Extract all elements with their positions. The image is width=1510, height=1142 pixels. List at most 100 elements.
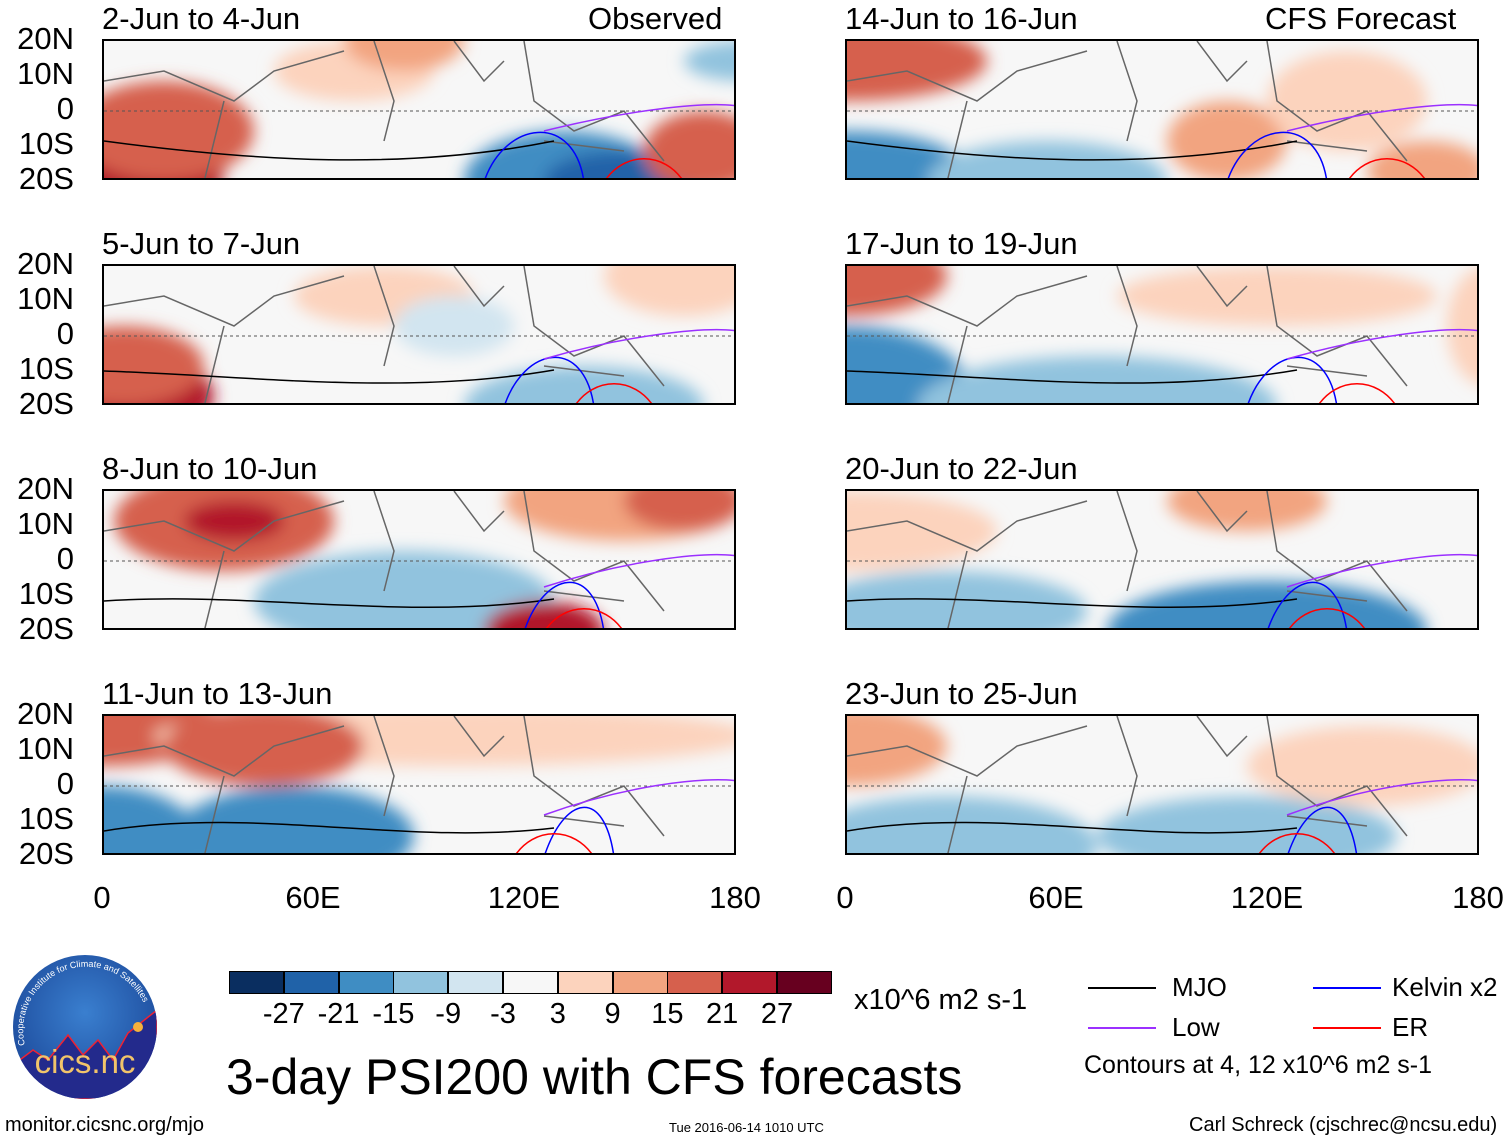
- anomaly-area: [164, 716, 364, 786]
- psi200-field: [104, 491, 734, 628]
- legend-er: ER: [1392, 1012, 1429, 1042]
- anomaly-area: [104, 326, 204, 403]
- kelvin-contour: [1227, 131, 1327, 178]
- low-contour: [543, 554, 734, 588]
- colorbar-tick-label: -21: [317, 998, 360, 1030]
- mjo-contour: [847, 821, 1298, 834]
- colorbar-tick-label: -3: [490, 998, 516, 1030]
- mjo-contour: [104, 369, 555, 384]
- mjo-contour: [847, 140, 1298, 161]
- logo-text: cics.nc: [34, 1043, 136, 1080]
- lat-tick-label: 20N: [17, 471, 74, 506]
- psi200-field: [104, 716, 734, 853]
- anomaly-area: [1247, 726, 1477, 806]
- colorbar-tick-label: 21: [706, 998, 739, 1030]
- legend-er-line: [1313, 1027, 1381, 1029]
- lat-tick-label: 0: [56, 766, 74, 801]
- anomaly-area: [847, 716, 947, 786]
- anomaly-area: [1097, 796, 1397, 853]
- lat-tick-label: 20S: [18, 836, 74, 871]
- panel-date-range: 11-Jun to 13-Jun: [102, 676, 333, 711]
- legend-low: Low: [1172, 1012, 1220, 1042]
- low-contour: [543, 329, 734, 360]
- anomaly-area: [847, 266, 947, 316]
- anomaly-area: [927, 141, 1167, 178]
- anomaly-area: [1367, 141, 1477, 178]
- lat-tick-label: 10N: [17, 281, 74, 316]
- forecast-header: CFS Forecast: [1265, 1, 1457, 36]
- anomaly-area: [484, 601, 604, 628]
- anomaly-area: [624, 491, 734, 531]
- colorbar-tick-label: 27: [760, 998, 794, 1030]
- lon-tick-label: 60E: [1028, 880, 1084, 915]
- er-contour: [1289, 608, 1365, 628]
- anomaly-area: [464, 366, 704, 403]
- anomaly-area: [104, 81, 254, 178]
- low-contour: [1286, 329, 1477, 360]
- footer-url[interactable]: monitor.cicsnc.org/mjo: [5, 1114, 204, 1136]
- lon-tick-label: 120E: [1230, 880, 1304, 915]
- lat-tick-label: 10S: [18, 801, 74, 836]
- colorbar-tick-label: 9: [604, 998, 621, 1030]
- mjo-contour: [104, 821, 555, 834]
- legend-kelvin-line: [1313, 987, 1381, 989]
- lat-tick-label: 10S: [18, 126, 74, 161]
- anomaly-area: [604, 266, 734, 316]
- panel-date-range: 20-Jun to 22-Jun: [845, 451, 1078, 486]
- panel-date-range: 17-Jun to 19-Jun: [845, 226, 1078, 261]
- anomaly-area: [1167, 491, 1327, 531]
- anomaly-area: [254, 551, 554, 628]
- lat-tick-label: 10N: [17, 506, 74, 541]
- anomaly-area: [644, 111, 734, 178]
- anomaly-area: [917, 356, 1277, 403]
- colorbar-swatch: [283, 971, 339, 994]
- anomaly-area: [684, 41, 734, 81]
- observed-header: Observed: [588, 1, 723, 36]
- map-panel: [845, 264, 1479, 405]
- low-contour: [1286, 779, 1477, 816]
- map-panel: [845, 489, 1479, 630]
- coastline: [104, 41, 665, 178]
- lat-tick-label: 20S: [18, 161, 74, 196]
- lon-tick-label: 60E: [285, 880, 341, 915]
- panel-date-range: 23-Jun to 25-Jun: [845, 676, 1078, 711]
- coastline: [847, 266, 1408, 403]
- footer-timestamp: Tue 2016-06-14 1010 UTC: [669, 1120, 824, 1135]
- anomaly-area: [1167, 101, 1287, 178]
- colorbar-tick-label: 3: [549, 998, 566, 1030]
- mjo-contour: [104, 140, 555, 161]
- lat-tick-label: 0: [56, 541, 74, 576]
- lat-tick-label: 20S: [18, 386, 74, 421]
- map-panel: [102, 714, 736, 855]
- anomaly-area: [184, 501, 284, 541]
- kelvin-contour: [1267, 581, 1347, 628]
- cics-logo: Cooperative Institute for Climate and Sa…: [13, 955, 157, 1099]
- lat-tick-label: 10S: [18, 576, 74, 611]
- colorbar-swatch: [448, 971, 504, 994]
- psi200-field: [104, 266, 734, 403]
- map-panel: [845, 714, 1479, 855]
- anomaly-area: [344, 41, 464, 71]
- kelvin-contour: [1287, 806, 1358, 853]
- er-contour: [606, 158, 682, 178]
- lat-tick-label: 20N: [17, 21, 74, 56]
- panel-date-range: 8-Jun to 10-Jun: [102, 451, 318, 486]
- anomaly-area: [1117, 266, 1437, 326]
- er-contour: [546, 608, 622, 628]
- low-contour: [1286, 554, 1477, 588]
- kelvin-contour: [544, 806, 615, 853]
- map-panel: [102, 264, 736, 405]
- colorbar-swatch: [777, 971, 832, 994]
- psi200-field: [847, 41, 1477, 178]
- lat-tick-label: 0: [56, 91, 74, 126]
- colorbar-swatch: [503, 971, 558, 994]
- coastline: [104, 491, 665, 628]
- er-contour: [1349, 158, 1425, 178]
- legend-low-line: [1088, 1027, 1156, 1029]
- mjo-contour: [847, 598, 1298, 609]
- colorbar-swatch: [229, 971, 284, 994]
- map-panel: [845, 39, 1479, 180]
- mjo-contour: [847, 369, 1298, 384]
- coastline: [847, 41, 1408, 178]
